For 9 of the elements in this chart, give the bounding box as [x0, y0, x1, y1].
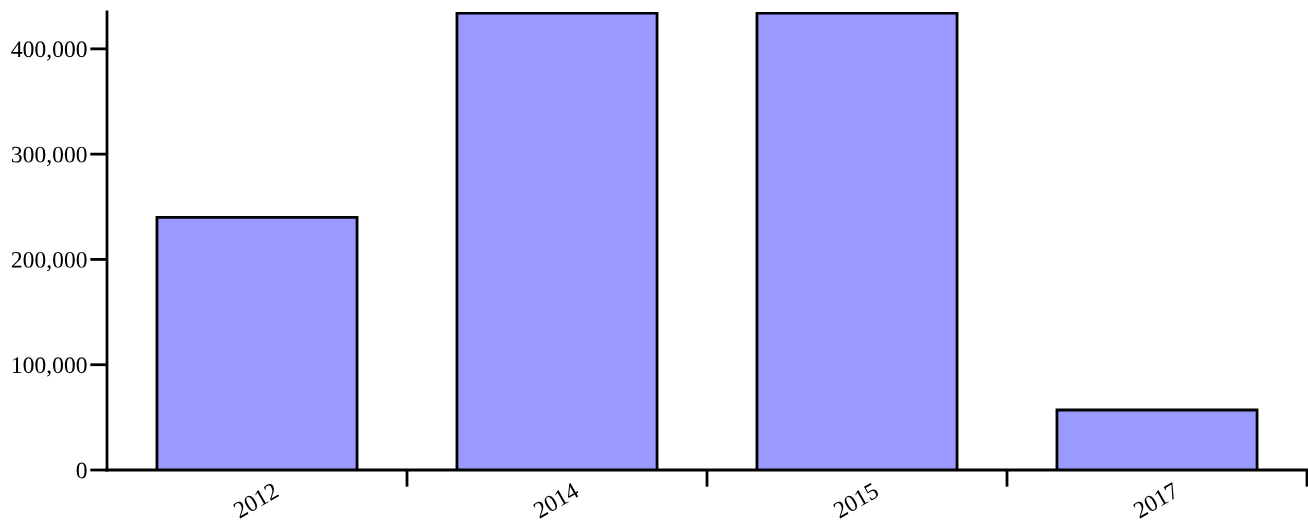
y-tick-label: 400,000 — [11, 41, 87, 61]
x-tick-label: 2012 — [232, 482, 280, 519]
x-tick-label: 2015 — [832, 482, 880, 519]
y-tick-label: 100,000 — [12, 357, 87, 377]
x-tick-label: 2017 — [1132, 482, 1180, 519]
x-tick-label: 2014 — [532, 481, 581, 519]
y-tick-label: 0 — [76, 462, 87, 479]
y-tick-label: 200,000 — [11, 251, 87, 272]
y-tick-label: 300,000 — [11, 146, 87, 166]
